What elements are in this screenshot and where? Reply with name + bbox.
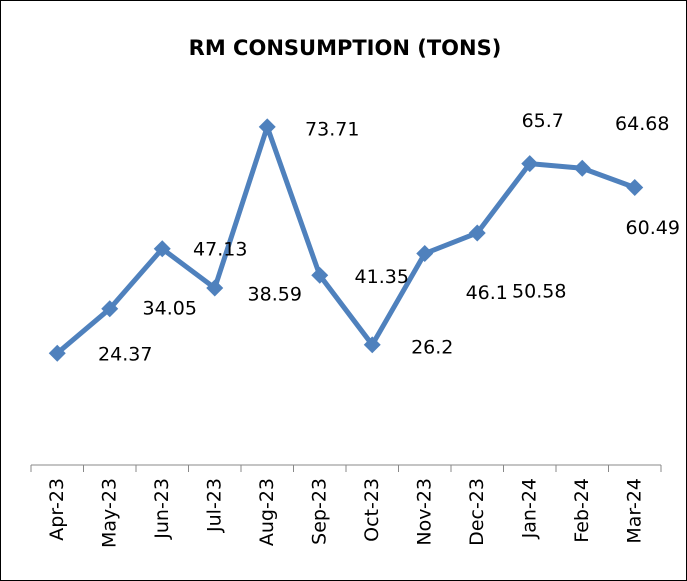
marker	[416, 245, 434, 263]
x-tick-label: Jul-23	[203, 478, 225, 533]
marker	[311, 266, 329, 284]
data-label: 41.35	[355, 266, 409, 288]
x-tick-label: Aug-23	[256, 478, 278, 546]
data-label: 60.49	[626, 217, 680, 239]
x-tick-label: Dec-23	[466, 478, 488, 546]
data-label: 50.58	[512, 280, 566, 302]
marker	[521, 155, 539, 173]
data-label: 26.2	[411, 336, 453, 358]
data-label: 24.37	[98, 344, 152, 366]
marker	[101, 300, 119, 318]
x-tick-label: Nov-23	[413, 478, 435, 546]
data-label: 73.71	[305, 118, 359, 140]
data-label: 46.1	[466, 282, 508, 304]
marker	[573, 159, 591, 177]
x-tick-label: Mar-24	[623, 478, 645, 544]
x-tick-label: Sep-23	[308, 478, 330, 545]
marker	[363, 336, 381, 354]
x-tick-label: Oct-23	[361, 478, 383, 542]
line	[55, 124, 636, 356]
data-label: 34.05	[143, 297, 197, 319]
data-label: 38.59	[248, 283, 302, 305]
x-tick-label: Jun-23	[151, 478, 173, 540]
x-tick-label: Apr-23	[46, 478, 68, 541]
x-tick-label: Feb-24	[571, 478, 593, 543]
x-tick-label: May-23	[98, 478, 120, 548]
data-label: 47.13	[193, 238, 247, 260]
chart-title: RM CONSUMPTION (TONS)	[189, 36, 502, 60]
marker	[153, 240, 171, 258]
marker	[206, 279, 224, 297]
data-label: 65.7	[522, 110, 564, 132]
x-tick-label: Jan-24	[518, 478, 540, 539]
marker	[468, 224, 486, 242]
marker	[258, 118, 276, 136]
marker	[626, 179, 644, 196]
data-label: 64.68	[615, 113, 669, 135]
